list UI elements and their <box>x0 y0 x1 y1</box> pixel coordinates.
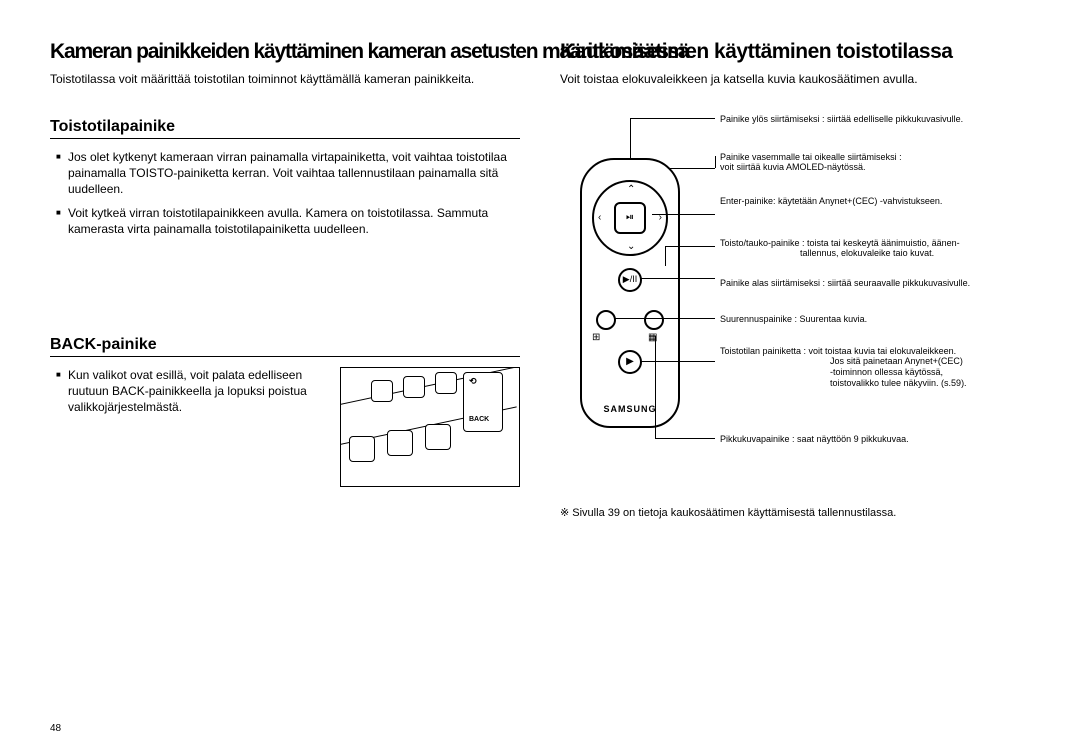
remote-brand: SAMSUNG <box>582 404 678 414</box>
play-pause-icon: ▶/II <box>618 268 642 292</box>
enter-button-icon: ⏯ <box>614 202 646 234</box>
left-intro: Toistotilassa voit määrittää toistotilan… <box>50 72 520 88</box>
right-intro: Voit toistaa elokuvaleikkeen ja katsella… <box>560 72 1030 88</box>
thumbnail-button-icon <box>644 310 664 330</box>
left-title: Kameran painikkeiden käyttäminen kameran… <box>50 40 520 64</box>
label-playmode: Toistotilan painiketta : voit toistaa ku… <box>720 346 1050 389</box>
remote-diagram: ⌃ ⌄ ‹ › ⏯ ▶/II ⊞ ▦ ▶ SAMSUNG Painike ylö… <box>560 118 1030 498</box>
right-title: Kaukosäätimen käyttäminen toistotilassa <box>560 40 1030 64</box>
section-back-title: BACK-painike <box>50 336 520 357</box>
page-number: 48 <box>50 723 61 734</box>
footnote: ※ Sivulla 39 on tietoja kaukosäätimen kä… <box>560 506 1030 519</box>
zoom-button-icon <box>596 310 616 330</box>
section-toistotila-title: Toistotilapainike <box>50 118 520 139</box>
label-thumb: Pikkukuvapainike : saat näyttöön 9 pikku… <box>720 434 1050 445</box>
section-toistotila-list: Jos olet kytkenyt kameraan virran painam… <box>50 149 520 238</box>
dpad: ⌃ ⌄ ‹ › ⏯ <box>592 180 668 256</box>
label-enter: Enter-painike: käytetään Anynet+(CEC) -v… <box>720 196 1050 207</box>
back-button-illustration: BACK ⟲ <box>340 367 520 487</box>
label-down: Painike alas siirtämiseksi : siirtää seu… <box>720 278 1050 289</box>
back-label-text: BACK <box>469 416 489 423</box>
list-item: Voit kytkeä virran toistotilapainikkeen … <box>56 205 520 237</box>
playmode-button-icon: ▶ <box>618 350 642 374</box>
list-item: Jos olet kytkenyt kameraan virran painam… <box>56 149 520 198</box>
remote-outline: ⌃ ⌄ ‹ › ⏯ ▶/II ⊞ ▦ ▶ SAMSUNG <box>580 158 680 428</box>
label-up: Painike ylös siirtämiseksi : siirtää ede… <box>720 114 1050 125</box>
list-item: Kun valikot ovat esillä, voit palata ede… <box>56 367 324 416</box>
label-zoom: Suurennuspainike : Suurentaa kuvia. <box>720 314 1050 325</box>
label-leftright: Painike vasemmalle tai oikealle siirtämi… <box>720 152 1050 174</box>
label-play: Toisto/tauko-painike : toista tai keskey… <box>720 238 1050 260</box>
